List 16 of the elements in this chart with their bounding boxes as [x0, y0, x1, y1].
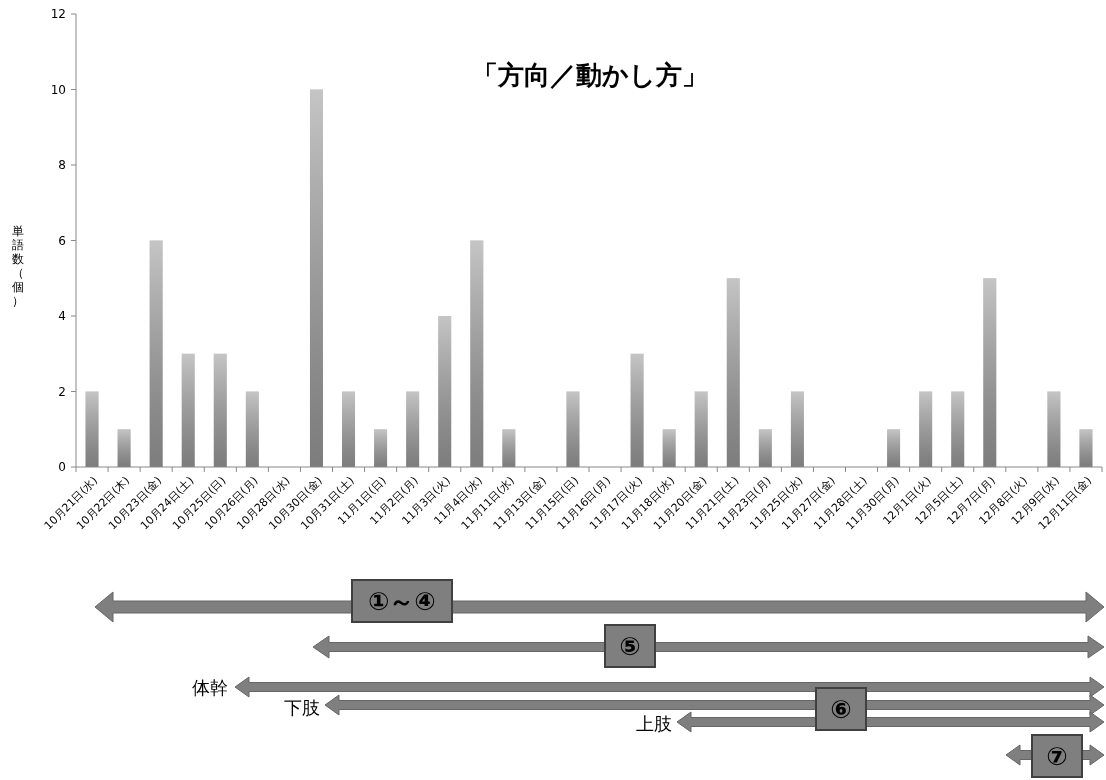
- y-tick-label: 12: [50, 7, 66, 21]
- text: ⑦: [1046, 742, 1068, 771]
- text: ⑤: [619, 632, 641, 661]
- y-tick-label: 10: [50, 82, 66, 97]
- y-axis-title: 単語数（個）: [12, 224, 24, 308]
- text: 「方向／動かし方」: [472, 60, 708, 90]
- y-tick-label: 2: [58, 384, 66, 399]
- y-tick-label: 8: [58, 158, 66, 172]
- text: 下肢: [284, 697, 320, 718]
- text: 体幹: [192, 677, 228, 698]
- y-tick-label: 4: [58, 309, 66, 323]
- y-tick-label: 0: [58, 460, 66, 474]
- y-tick-label: 6: [58, 233, 66, 248]
- text: ①～④: [368, 587, 436, 616]
- text: ⑥: [830, 695, 852, 724]
- text: 上肢: [636, 713, 672, 734]
